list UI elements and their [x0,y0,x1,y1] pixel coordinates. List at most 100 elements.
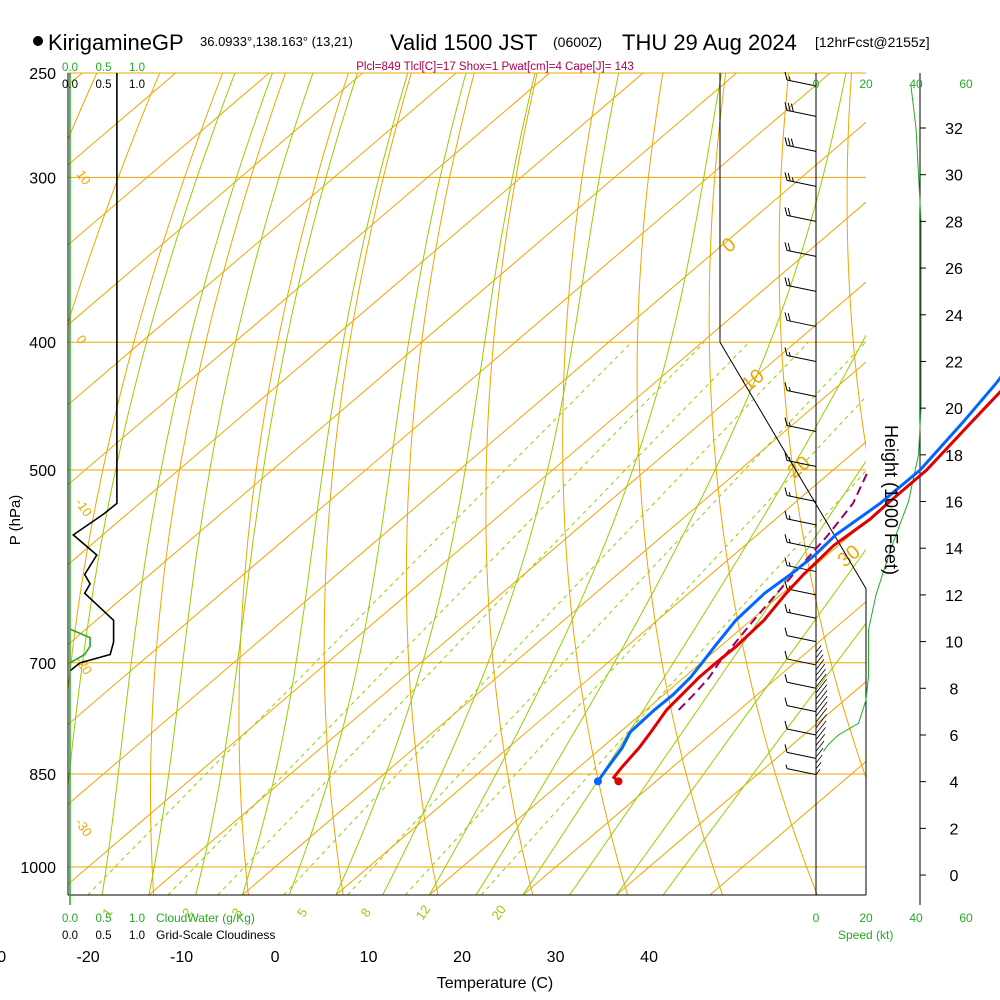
pressure-tick-label: 850 [29,767,56,784]
isotherm-line [68,73,831,726]
mixing-ratio-line [283,341,809,895]
dry-adiabat-label: 0 [73,332,89,347]
stability-indices: Plcl=849 Tlcl[C]=17 Shox=1 Pwat[cm]=4 Ca… [356,61,634,73]
wind-barb [784,557,817,573]
station-coords: 36.0933°,138.163° (13,21) [200,34,353,49]
cloudiness-tick-bottom: 0.5 [96,930,112,942]
barb-staff [786,354,817,362]
speed-tick-bottom: 0 [813,911,820,925]
barb-flag [784,674,788,683]
barb-staff [786,681,817,689]
chart-frame [67,73,921,905]
barb-flag [784,207,788,216]
barb-flag [788,351,791,357]
barb-flag [787,137,791,147]
temperature-tick-label: -10 [170,949,193,966]
cloudiness-label: Grid-Scale Cloudiness [156,928,275,942]
barb-staff [786,109,817,117]
cloudiness-line [69,73,118,672]
height-tick-label: 16 [945,495,963,512]
wind-barb [784,137,817,152]
low-level-wind-barb [815,649,823,659]
barb-staff [786,658,817,666]
low-level-wind-barb [815,673,827,688]
barb-flag [784,557,788,566]
height-tick-label: 26 [945,261,963,278]
wind-barb [784,744,817,759]
dry-adiabat-line [68,73,224,696]
height-tick-label: 22 [945,354,963,371]
isotherm-line [429,521,866,895]
barb-flag [784,242,788,251]
wind-barb [784,347,817,362]
barb-flag [784,580,788,590]
mixing-ratio-line [347,341,866,895]
barb-staff [786,588,817,596]
barb-flag [787,102,791,112]
wind-barb [784,720,817,736]
cloudiness-tick-top: 0.5 [96,79,112,91]
wind-barb [784,102,817,117]
barb-flag [788,387,791,392]
surface-dewpoint-dot [593,777,602,786]
pressure-axis: 250 300 400 500 700 850 1000 [20,66,56,877]
forecast-info: [12hrFcst@2155z] [815,34,930,50]
barb-flag [790,138,794,147]
isotherm-line [68,73,270,246]
dry-adiabat-label: 10 [73,167,94,187]
dry-adiabat-line [778,73,866,780]
dry-adiabat-line [636,73,723,895]
barb-staff [786,460,817,467]
barb-flag [788,422,791,427]
barb-staff [786,389,817,397]
pressure-tick-label: 300 [29,170,56,187]
wind-barb [784,382,817,397]
wind-barb [784,312,817,327]
low-level-wind-barb [815,659,825,670]
pressure-tick-label: 400 [29,335,56,352]
height-tick-label: 30 [945,168,963,185]
low-level-wind-barb [815,740,825,752]
barb-staff [786,79,817,87]
barb-flag [784,697,788,706]
isotherm-line [68,73,551,486]
height-tick-label: 0 [950,868,959,885]
dry-adiabat-label: -30 [72,815,95,839]
temperature-axis: -30 -20 -10 0 10 20 30 40 [0,949,658,966]
mixing-ratio-label: 20 [488,902,509,922]
barb-staff [786,518,817,526]
surface-temperature-dot [614,777,623,786]
barb-staff [786,249,817,257]
moist-adiabat-line [148,73,314,895]
barb-flag [788,515,791,520]
barb-staff [786,284,817,292]
barb-staff [786,728,817,736]
wind-barb [784,172,817,187]
wind-barb [784,487,817,503]
low-level-wind-barb [815,654,824,665]
cloud-panel: 0.0 0.0 0.0 0.0 0.5 0.5 0.5 0.5 1.0 1.0 1.0 1.0 [62,62,145,942]
wind-barb [784,627,817,643]
barb-flag [784,604,788,613]
speed-tick-top: 60 [959,77,973,91]
barb-staff [786,768,817,776]
dry-adiabat-line [150,73,287,895]
low-level-wind-barb [815,727,826,740]
barb-flag [788,562,791,567]
wind-barb [784,71,817,87]
height-tick-label: 20 [945,401,963,418]
isotherm-line [616,680,866,895]
barb-staff [786,611,817,619]
barb-flag [784,277,788,286]
x-axis-label: Temperature (C) [437,975,553,992]
low-level-wind-barb [815,701,828,717]
moist-adiabat-line [101,73,274,895]
wind-barb [784,650,817,666]
low-level-wind-barb [815,684,828,700]
barb-flag [784,71,788,81]
isotherm-line [68,73,644,566]
speed-tick-bottom: 20 [859,911,873,925]
height-tick-label: 14 [945,541,963,558]
height-tick-label: 2 [950,821,959,838]
